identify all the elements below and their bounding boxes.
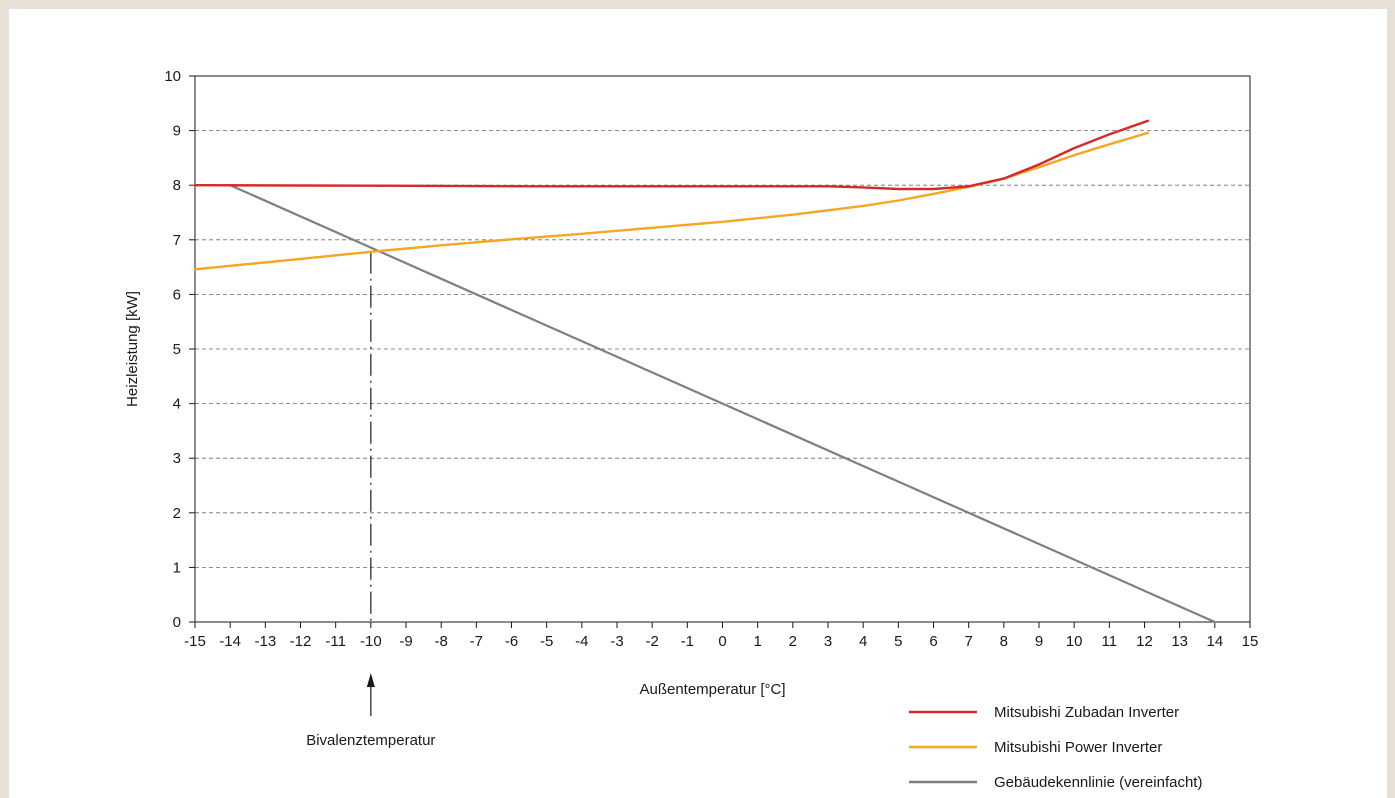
x-tick-label: -11 <box>325 633 346 650</box>
y-tick-label: 3 <box>173 450 181 467</box>
x-tick-label: 14 <box>1206 633 1223 650</box>
chart-panel: -15 -14 -13 -12 -11 -10 -9 -8 -7 -6 -5 -4 -3 -2 -1 0 1 2 3… <box>9 9 1387 798</box>
legend-label-1: Mitsubishi Zubadan Inverter <box>994 704 1179 721</box>
legend: Mitsubishi Zubadan Inverter Mitsubishi Po… <box>909 704 1202 791</box>
x-tick-label: -4 <box>575 633 588 650</box>
x-tick-label: 2 <box>789 633 797 650</box>
x-tick-label: 4 <box>859 633 867 650</box>
series-line-1 <box>193 119 1150 191</box>
x-tick-label: -10 <box>360 633 382 650</box>
series-line-2 <box>193 131 1150 271</box>
x-tick-label: -3 <box>610 633 623 650</box>
x-tick-label: 8 <box>1000 633 1008 650</box>
y-tick-label: 10 <box>164 68 181 85</box>
x-tick-label: -5 <box>540 633 553 650</box>
bivalence-annotation: Bivalenztemperatur <box>306 251 435 749</box>
x-tick-label: 3 <box>824 633 832 650</box>
x-tick-label: 7 <box>964 633 972 650</box>
x-axis-label: Außentemperatur [°C] <box>639 681 785 698</box>
x-tick-label: 10 <box>1066 633 1083 650</box>
y-tick-label: 8 <box>173 177 181 194</box>
y-tick-label: 6 <box>173 286 181 303</box>
x-tick-label: -6 <box>505 633 518 650</box>
y-tick-label: 1 <box>173 559 181 576</box>
x-tick-label: 1 <box>753 633 761 650</box>
x-tick-labels: -15 -14 -13 -12 -11 -10 -9 -8 -7 -6 -5 -4 -3 -2 -1 0 1 2 3… <box>184 633 1258 650</box>
x-tick-label: 0 <box>718 633 726 650</box>
x-tick-label: 5 <box>894 633 902 650</box>
x-tick-label: 6 <box>929 633 937 650</box>
x-tick-label: -14 <box>219 633 241 650</box>
y-tick-label: 7 <box>173 232 181 249</box>
x-tick-label: -9 <box>399 633 412 650</box>
x-tick-label: -2 <box>645 633 658 650</box>
x-tick-label: -13 <box>254 633 276 650</box>
y-tick-labels: 0 1 2 3 4 5 6 7 8 9 10 <box>164 68 181 631</box>
bivalence-arrow-head <box>366 673 375 687</box>
x-tick-label: -8 <box>434 633 447 650</box>
bivalence-label: Bivalenztemperatur <box>306 732 435 749</box>
y-tick-label: 0 <box>173 614 181 631</box>
x-tick-label: 9 <box>1035 633 1043 650</box>
x-tick-label: -7 <box>470 633 483 650</box>
x-tick-label: 12 <box>1136 633 1153 650</box>
grid-lines <box>195 130 1250 568</box>
x-tick-label: 11 <box>1102 633 1118 650</box>
heating-capacity-chart: -15 -14 -13 -12 -11 -10 -9 -8 -7 -6 -5 -4 -3 -2 -1 0 1 2 3… <box>124 68 1258 791</box>
x-tick-label: -12 <box>290 633 312 650</box>
x-tick-label: 13 <box>1171 633 1188 650</box>
x-tick-label: 15 <box>1242 633 1259 650</box>
axes <box>189 75 1251 628</box>
legend-label-2: Mitsubishi Power Inverter <box>994 739 1162 756</box>
y-tick-label: 9 <box>173 123 181 140</box>
y-tick-label: 2 <box>173 505 181 522</box>
series-line-3 <box>229 184 1216 624</box>
y-tick-label: 5 <box>173 341 181 358</box>
y-tick-label: 4 <box>173 396 181 413</box>
y-axis-label: Heizleistung [kW] <box>124 291 141 407</box>
series-lines <box>193 119 1216 624</box>
x-tick-label: -15 <box>184 633 206 650</box>
x-tick-label: -1 <box>681 633 694 650</box>
legend-label-3: Gebäudekennlinie (vereinfacht) <box>994 774 1202 791</box>
